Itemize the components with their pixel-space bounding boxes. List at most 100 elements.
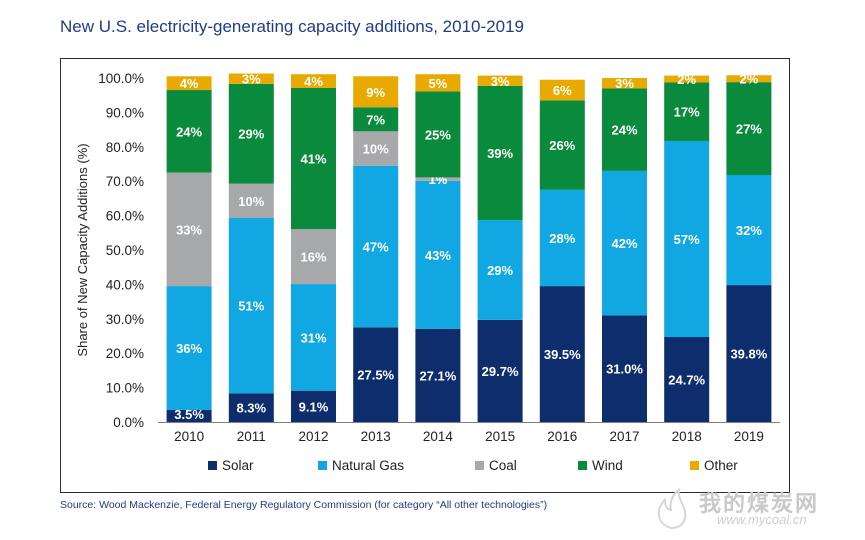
data-label: 26%	[549, 138, 575, 153]
bar-segment-natural-gas	[539, 189, 585, 287]
bar-segment-coal	[353, 131, 399, 166]
data-label: 9%	[366, 85, 385, 100]
bar-segment-other	[228, 73, 274, 84]
chart-frame	[60, 58, 790, 493]
bar-segment-natural-gas	[415, 180, 461, 329]
bar-segment-solar	[415, 328, 461, 422]
legend-label: Coal	[489, 458, 517, 473]
bar-segment-natural-gas	[353, 165, 399, 328]
legend-swatch-natural-gas	[318, 461, 327, 470]
data-label: 4%	[180, 76, 199, 91]
data-label: 29%	[487, 263, 513, 278]
bar-segment-coal	[166, 172, 212, 287]
data-label: 2%	[740, 72, 759, 87]
data-label: 39.5%	[544, 347, 581, 362]
bar-segment-other	[353, 76, 399, 108]
bar-segment-solar	[166, 409, 212, 422]
x-tick-label: 2016	[547, 429, 577, 444]
y-tick-label: 70.0%	[106, 174, 144, 189]
y-tick-label: 60.0%	[106, 209, 144, 224]
data-label: 32%	[736, 223, 762, 238]
bar-segment-solar	[664, 337, 710, 422]
data-label: 47%	[363, 240, 389, 255]
data-label: 27.5%	[357, 368, 394, 383]
data-label: 10%	[238, 194, 264, 209]
data-label: 17%	[674, 105, 700, 120]
legend-label: Other	[704, 458, 738, 473]
legend-label: Solar	[222, 458, 254, 473]
bar-segment-other	[539, 79, 585, 101]
data-label: 31%	[300, 330, 326, 345]
data-label: 57%	[674, 232, 700, 247]
bar-segment-wind	[166, 90, 212, 173]
bar-segment-other	[415, 74, 461, 92]
x-tick-label: 2011	[237, 429, 266, 444]
legend-swatch-other	[690, 461, 699, 470]
data-label: 31.0%	[606, 362, 643, 377]
source-note: Source: Wood Mackenzie, Federal Energy R…	[60, 499, 548, 511]
x-tick-label: 2018	[672, 429, 702, 444]
data-label: 3.5%	[174, 407, 204, 422]
y-tick-label: 50.0%	[106, 243, 144, 258]
data-label: 10%	[363, 142, 389, 157]
x-tick-label: 2013	[361, 429, 391, 444]
bar-segment-other	[602, 78, 647, 89]
bar-segment-natural-gas	[477, 220, 523, 320]
bar-segment-wind	[664, 82, 710, 141]
legend-label: Wind	[592, 458, 623, 473]
data-label: 3%	[615, 76, 634, 91]
chart-title: New U.S. electricity-generating capacity…	[60, 17, 524, 36]
data-label: 5%	[429, 76, 448, 91]
bar-segment-solar	[602, 315, 647, 422]
data-label: 36%	[176, 341, 202, 356]
x-tick-label: 2010	[174, 429, 204, 444]
data-label: 25%	[425, 127, 451, 142]
y-tick-label: 90.0%	[106, 105, 144, 120]
data-label: 41%	[300, 151, 326, 166]
bar-segment-solar	[291, 390, 336, 422]
bar-segment-other	[477, 75, 523, 86]
bar-segment-solar	[228, 393, 274, 422]
data-label: 16%	[300, 250, 326, 265]
bar-segment-wind	[353, 107, 399, 132]
data-label: 27.1%	[419, 368, 456, 383]
bar-segment-wind	[726, 82, 772, 176]
data-label: 24.7%	[668, 373, 705, 388]
y-tick-label: 80.0%	[106, 140, 144, 155]
y-tick-label: 0.0%	[113, 415, 144, 430]
bar-segment-natural-gas	[664, 140, 710, 338]
bar-segment-solar	[477, 319, 523, 422]
y-tick-label: 30.0%	[106, 312, 144, 327]
data-label: 3%	[491, 74, 510, 89]
data-label: 3%	[242, 72, 261, 87]
data-label: 2%	[677, 72, 696, 87]
data-label: 43%	[425, 248, 451, 263]
bar-segment-coal	[291, 229, 336, 285]
watermark-logo: 我的煤炭网 www.mycoal.cn	[647, 484, 857, 532]
x-tick-label: 2014	[423, 429, 454, 444]
y-tick-label: 40.0%	[106, 277, 144, 292]
bar-segment-wind	[228, 83, 274, 184]
x-tick-label: 2015	[485, 429, 515, 444]
watermark-url: www.mycoal.cn	[717, 512, 807, 527]
bar-segment-coal	[228, 183, 274, 219]
watermark-text: 我的煤炭网	[699, 491, 820, 516]
data-label: 29%	[238, 127, 264, 142]
bar-segment-natural-gas	[602, 170, 647, 316]
data-label: 4%	[304, 74, 323, 89]
data-label: 8.3%	[236, 401, 266, 416]
legend-swatch-wind	[578, 461, 587, 470]
bar-segment-natural-gas	[166, 286, 212, 410]
bar-segment-wind	[602, 88, 647, 171]
data-label: 28%	[549, 231, 575, 246]
bar-segment-natural-gas	[228, 218, 274, 394]
bar-segment-coal	[415, 177, 461, 181]
bar-segment-other	[664, 75, 710, 83]
data-label: 29.7%	[482, 364, 519, 379]
legend-label: Natural Gas	[332, 458, 404, 473]
data-label: 7%	[366, 112, 385, 127]
bar-segment-wind	[415, 91, 461, 178]
legend-swatch-coal	[475, 461, 484, 470]
x-tick-label: 2019	[734, 429, 764, 444]
